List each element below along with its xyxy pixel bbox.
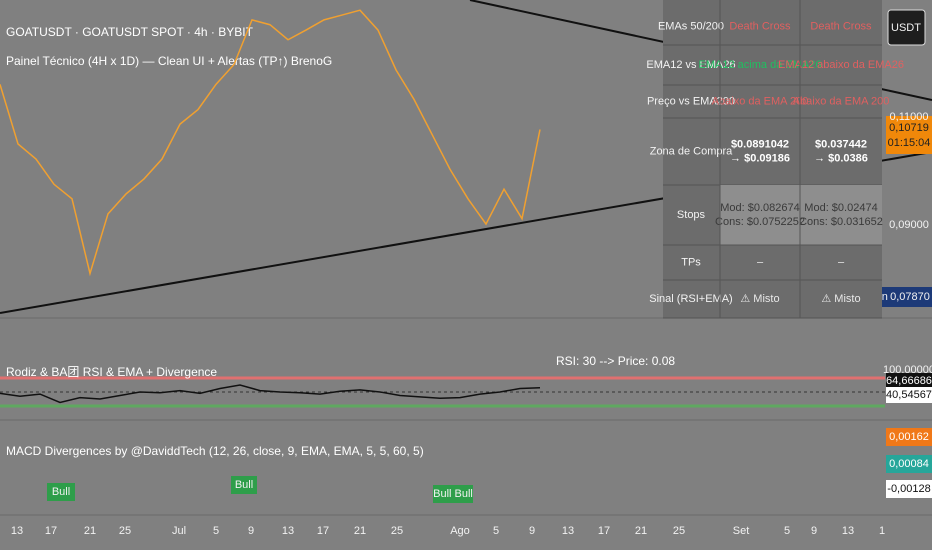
price-line	[0, 9, 541, 277]
bull-signal-box	[47, 483, 75, 501]
x-axis-label: 25	[119, 525, 131, 537]
table-cell: EMA12 acima da EMA26	[699, 59, 822, 71]
table-cell: Abaixo da EMA 200	[793, 95, 890, 107]
bull-signal: Bull	[52, 486, 70, 498]
last-price-box	[886, 116, 932, 154]
macd-axis-box	[886, 455, 932, 473]
table-cell: Abaixo da EMA 200	[712, 95, 809, 107]
rsi-title: Rodiz & BA团 RSI & EMA + Divergence	[6, 365, 217, 379]
table-cell: ⚠ Misto	[740, 293, 779, 305]
x-axis-label: 17	[598, 525, 610, 537]
x-axis-label: 13	[11, 525, 23, 537]
x-axis-label: 5	[493, 525, 499, 537]
table-cell: –	[757, 256, 764, 268]
indicator-title: Painel Técnico (4H x 1D) — Clean UI + Al…	[6, 54, 332, 68]
macd-axis-label: 0,00084	[889, 458, 929, 470]
x-axis-label: 9	[529, 525, 535, 537]
min-price: 0,07870	[890, 291, 930, 303]
x-axis-label: 25	[673, 525, 685, 537]
rsi-axis-box	[886, 387, 932, 403]
price-axis-label: 0,11000	[890, 111, 929, 123]
macd-axis-label: -0,00128	[887, 483, 930, 495]
table-row-label: EMAs 50/200	[658, 20, 724, 32]
table-cell: Mod: $0.02474	[804, 202, 877, 214]
table-cell: Mod: $0.082674	[720, 202, 800, 214]
x-axis-label: 1	[879, 525, 885, 537]
macd-axis-label: 0,00162	[889, 431, 929, 443]
table-cell: –	[838, 256, 845, 268]
x-axis-label: 17	[317, 525, 329, 537]
table-row-label: Sinal (RSI+EMA)	[649, 293, 732, 305]
rsi-note: RSI: 30 --> Price: 0.08	[556, 354, 675, 368]
x-axis-label: 13	[282, 525, 294, 537]
countdown: 01:15:04	[888, 137, 931, 149]
bull-signal-box	[231, 476, 257, 494]
currency-label[interactable]: USDT	[891, 22, 921, 34]
macd-title: MACD Divergences by @DaviddTech (12, 26,…	[6, 444, 424, 458]
price-axis-label: 0,09000	[889, 219, 929, 231]
table-row-label: EMA12 vs EMA26	[646, 59, 735, 71]
symbol-title: GOATUSDT · GOATUSDT SPOT · 4h · BYBIT	[6, 25, 254, 39]
x-axis-label: 21	[84, 525, 96, 537]
macd-axis-box	[886, 428, 932, 446]
table-row-label: Stops	[677, 209, 706, 221]
x-axis-label: 13	[842, 525, 854, 537]
table-cell: → $0.0386	[814, 152, 868, 164]
x-axis-label: 9	[811, 525, 817, 537]
x-axis-label: 5	[213, 525, 219, 537]
x-axis-label: Ago	[450, 525, 470, 537]
table-cell: Death Cross	[729, 20, 791, 32]
table-cell: Cons: $0.0752252	[715, 216, 805, 228]
table-cell: $0.037442	[815, 138, 867, 150]
macd-axis-box	[886, 480, 932, 498]
table-cell: → $0.09186	[730, 152, 790, 164]
table-cell: EMA12 abaixo da EMA26	[778, 59, 904, 71]
x-axis-label: 21	[635, 525, 647, 537]
x-axis-label: 17	[45, 525, 57, 537]
table-cell: Death Cross	[810, 20, 872, 32]
rsi-line	[0, 384, 541, 404]
table-cell: Cons: $0.031652	[799, 216, 883, 228]
bull-signal-box	[433, 485, 473, 503]
rsi-axis-box	[886, 373, 932, 389]
x-axis-label: 5	[784, 525, 790, 537]
table-cell: ⚠ Misto	[821, 293, 860, 305]
x-axis-label: 25	[391, 525, 403, 537]
currency-button[interactable]	[887, 9, 926, 46]
bull-signal: Bull	[235, 479, 253, 491]
min-price-box	[889, 287, 932, 307]
table-row-label: TPs	[681, 256, 701, 268]
table-cell: $0.0891042	[731, 138, 789, 150]
rsi-axis-label: 40,54567	[886, 389, 932, 401]
x-axis-label: Jul	[172, 525, 186, 537]
table-row-label: Zona de Compra	[650, 145, 733, 157]
x-axis-label: 9	[248, 525, 254, 537]
x-axis-label: 13	[562, 525, 574, 537]
bull-signal: Bull Bull	[433, 488, 473, 500]
rsi-axis-label: 100,00000	[883, 364, 932, 376]
panel-table	[663, 0, 882, 318]
x-axis-label: 21	[354, 525, 366, 537]
last-price: 0,10719	[889, 122, 929, 134]
x-axis-label: Set	[733, 525, 750, 537]
rsi-axis-label: 64,66686	[886, 375, 932, 387]
stops-row-bg	[720, 185, 882, 245]
table-row-label: Preço vs EMA200	[647, 95, 735, 107]
